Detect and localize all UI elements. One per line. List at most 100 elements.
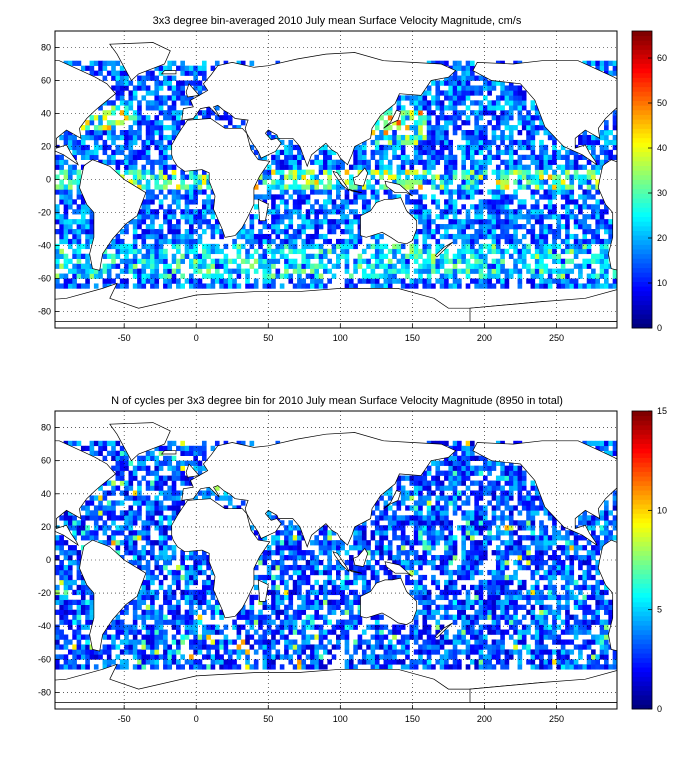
heatmap-cell bbox=[495, 224, 501, 230]
heatmap-cell bbox=[396, 169, 402, 175]
heatmap-cell bbox=[171, 169, 177, 175]
heatmap-cell bbox=[271, 219, 276, 225]
heatmap-cell bbox=[214, 278, 220, 284]
heatmap-cell bbox=[374, 238, 380, 245]
heatmap-cell bbox=[470, 75, 475, 81]
colorbar-tick-label: 40 bbox=[657, 143, 667, 153]
heatmap-cell bbox=[604, 219, 609, 225]
heatmap-cell bbox=[167, 584, 173, 591]
heatmap-cell bbox=[184, 609, 190, 615]
heatmap-cell bbox=[292, 189, 298, 195]
heatmap-cell bbox=[137, 659, 142, 665]
heatmap-cell bbox=[556, 224, 562, 230]
heatmap-cell bbox=[604, 248, 609, 255]
heatmap-cell bbox=[595, 273, 600, 279]
heatmap-cell bbox=[431, 644, 436, 650]
y-tick-label: 0 bbox=[46, 175, 51, 185]
heatmap-cell bbox=[85, 154, 90, 160]
heatmap-cell bbox=[210, 283, 216, 289]
heatmap-cell bbox=[323, 540, 328, 546]
heatmap-cell bbox=[266, 654, 272, 660]
heatmap-cell bbox=[232, 639, 237, 645]
heatmap-cell bbox=[106, 490, 112, 496]
colorbar-segment bbox=[632, 170, 652, 176]
heatmap-cell bbox=[184, 445, 190, 452]
heatmap-cell bbox=[565, 233, 570, 240]
heatmap-cell bbox=[85, 659, 90, 665]
heatmap-cell bbox=[76, 238, 82, 245]
heatmap-cell bbox=[275, 248, 281, 255]
heatmap-cell bbox=[158, 273, 164, 279]
heatmap-cell bbox=[595, 199, 600, 205]
heatmap-cell bbox=[132, 649, 138, 655]
heatmap-cell bbox=[452, 189, 458, 195]
heatmap-cell bbox=[353, 649, 358, 655]
heatmap-cell bbox=[530, 154, 536, 160]
heatmap-cell bbox=[72, 154, 77, 160]
heatmap-cell bbox=[227, 115, 233, 121]
heatmap-cell bbox=[431, 614, 436, 620]
heatmap-cell bbox=[132, 224, 138, 230]
heatmap-cell bbox=[210, 664, 216, 670]
heatmap-cell bbox=[176, 609, 181, 615]
heatmap-cell bbox=[361, 154, 367, 160]
heatmap-cell bbox=[180, 273, 185, 279]
heatmap-cell bbox=[80, 644, 86, 650]
heatmap-cell bbox=[418, 134, 423, 141]
heatmap-cell bbox=[409, 480, 415, 486]
heatmap-cell bbox=[106, 60, 112, 66]
heatmap-cell bbox=[413, 229, 419, 235]
heatmap-cell bbox=[102, 510, 108, 516]
heatmap-cell bbox=[439, 174, 445, 180]
heatmap-cell bbox=[478, 229, 484, 235]
heatmap-cell bbox=[279, 560, 285, 566]
heatmap-cell bbox=[500, 159, 505, 165]
heatmap-cell bbox=[387, 540, 393, 546]
heatmap-cell bbox=[227, 273, 233, 279]
heatmap-cell bbox=[422, 589, 428, 596]
heatmap-cell bbox=[482, 130, 488, 136]
heatmap-cell bbox=[141, 214, 147, 220]
heatmap-cell bbox=[145, 589, 151, 596]
heatmap-cell bbox=[193, 194, 198, 200]
heatmap-cell bbox=[586, 214, 592, 220]
heatmap-cell bbox=[465, 263, 471, 269]
heatmap-cell bbox=[500, 253, 505, 259]
heatmap-cell bbox=[578, 194, 583, 200]
heatmap-cell bbox=[418, 540, 423, 546]
heatmap-cell bbox=[422, 485, 428, 491]
heatmap-cell bbox=[201, 253, 207, 259]
heatmap-cell bbox=[431, 664, 436, 670]
heatmap-cell bbox=[288, 263, 294, 269]
heatmap-cell bbox=[461, 219, 466, 225]
heatmap-cell bbox=[310, 263, 315, 269]
heatmap-cell bbox=[318, 209, 324, 215]
heatmap-cell bbox=[124, 535, 129, 541]
heatmap-cell bbox=[452, 120, 458, 126]
heatmap-cell bbox=[543, 179, 549, 185]
heatmap-cell bbox=[465, 209, 471, 215]
heatmap-cell bbox=[150, 664, 155, 670]
heatmap-cell bbox=[565, 189, 570, 195]
heatmap-cell bbox=[487, 105, 492, 111]
heatmap-cell bbox=[128, 90, 134, 96]
heatmap-cell bbox=[435, 624, 441, 630]
heatmap-cell bbox=[487, 85, 492, 91]
heatmap-cell bbox=[167, 125, 173, 131]
cycles-heatmap-cells bbox=[55, 440, 617, 670]
heatmap-cell bbox=[439, 243, 445, 250]
heatmap-cell bbox=[361, 268, 367, 274]
heatmap-cell bbox=[543, 224, 549, 230]
heatmap-cell bbox=[314, 589, 319, 596]
heatmap-cell bbox=[150, 214, 155, 220]
heatmap-cell bbox=[171, 510, 177, 516]
heatmap-cell bbox=[275, 159, 281, 165]
heatmap-cell bbox=[413, 258, 419, 264]
heatmap-cell bbox=[318, 164, 324, 170]
heatmap-cell bbox=[176, 189, 181, 195]
heatmap-cell bbox=[586, 273, 592, 279]
heatmap-cell bbox=[305, 263, 311, 269]
heatmap-cell bbox=[387, 654, 393, 660]
heatmap-cell bbox=[249, 263, 255, 269]
heatmap-cell bbox=[361, 574, 367, 581]
